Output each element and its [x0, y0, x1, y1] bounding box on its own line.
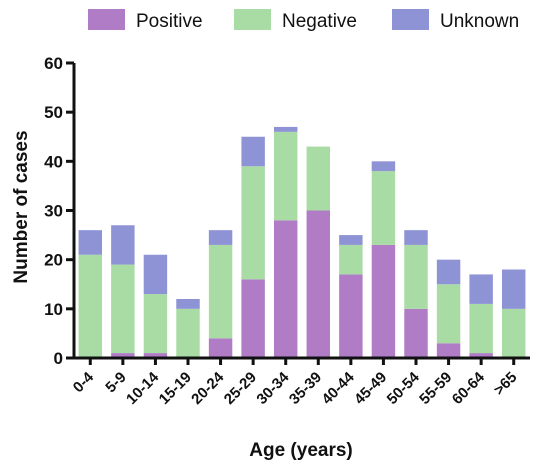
bar-unknown-6 [273, 126, 298, 132]
bar-positive-8 [339, 274, 363, 358]
bar-positive-4 [208, 338, 233, 358]
y-tick-label-40: 40 [44, 152, 63, 171]
y-tick-label-0: 0 [54, 349, 63, 368]
bar-unknown-11 [436, 259, 461, 285]
x-tick-label-10: 50-54 [384, 368, 424, 408]
bar-positive-1 [111, 353, 135, 358]
y-axis-title: Number of cases [11, 130, 32, 283]
y-tick-label-20: 20 [44, 251, 63, 270]
legend-swatch-unknown [392, 9, 429, 30]
x-tick-label-8: 40-44 [319, 368, 359, 408]
bar-positive-11 [436, 343, 461, 358]
bar-unknown-13 [501, 269, 526, 309]
legend: Positive Negative Unknown [88, 9, 519, 32]
bar-unknown-4 [208, 230, 233, 245]
bar-positive-5 [241, 279, 265, 358]
x-tick-label-13: >65 [491, 369, 521, 399]
bar-unknown-9 [371, 161, 396, 172]
legend-label-negative: Negative [282, 11, 357, 32]
x-tick-label-11: 55-59 [416, 369, 455, 408]
x-tick-label-2: 10-14 [123, 368, 163, 408]
x-tick-label-7: 35-39 [286, 369, 325, 408]
bar-positive-10 [404, 308, 428, 358]
y-tick-label-10: 10 [44, 300, 63, 319]
x-tick-label-9: 45-49 [351, 369, 390, 408]
bar-negative-9 [371, 171, 396, 245]
legend-swatch-positive [88, 9, 125, 30]
bar-unknown-2 [143, 254, 168, 295]
bar-positive-9 [371, 244, 396, 358]
bar-negative-13 [501, 308, 526, 358]
x-tick-label-4: 20-24 [188, 368, 228, 408]
bar-negative-4 [208, 244, 233, 339]
bar-negative-7 [306, 146, 331, 211]
bar-unknown-0 [78, 230, 103, 255]
bar-negative-8 [339, 244, 363, 275]
bar-positive-2 [143, 353, 168, 358]
bar-unknown-12 [469, 274, 493, 304]
bar-negative-5 [241, 166, 265, 280]
bar-positive-12 [469, 353, 493, 358]
bar-unknown-5 [241, 136, 265, 167]
x-tick-label-5: 25-29 [221, 369, 260, 408]
bar-unknown-3 [176, 299, 200, 309]
x-tick-label-6: 30-34 [253, 368, 293, 408]
legend-label-unknown: Unknown [440, 11, 519, 32]
bar-negative-2 [143, 294, 168, 354]
bar-positive-6 [273, 220, 298, 358]
y-tick-label-50: 50 [44, 103, 63, 122]
x-tick-label-12: 60-64 [449, 368, 489, 408]
bars [78, 126, 526, 358]
x-tick-label-0: 0-4 [70, 368, 98, 396]
bar-unknown-1 [111, 225, 135, 265]
bar-unknown-10 [404, 230, 428, 245]
legend-label-positive: Positive [136, 11, 203, 32]
y-tick-label-30: 30 [44, 202, 63, 221]
bar-negative-3 [176, 308, 200, 358]
x-axis-title: Age (years) [249, 440, 353, 461]
bar-negative-0 [78, 254, 103, 358]
x-tick-label-3: 15-19 [156, 369, 195, 408]
y-tick-label-60: 60 [44, 54, 63, 73]
legend-swatch-negative [234, 9, 271, 30]
bar-negative-11 [436, 284, 461, 344]
bar-positive-7 [306, 210, 331, 358]
bar-negative-12 [469, 303, 493, 354]
bar-negative-1 [111, 264, 135, 354]
bar-unknown-8 [339, 235, 363, 245]
bar-negative-6 [273, 131, 298, 221]
bar-negative-10 [404, 244, 428, 309]
x-tick-label-1: 5-9 [102, 369, 129, 396]
